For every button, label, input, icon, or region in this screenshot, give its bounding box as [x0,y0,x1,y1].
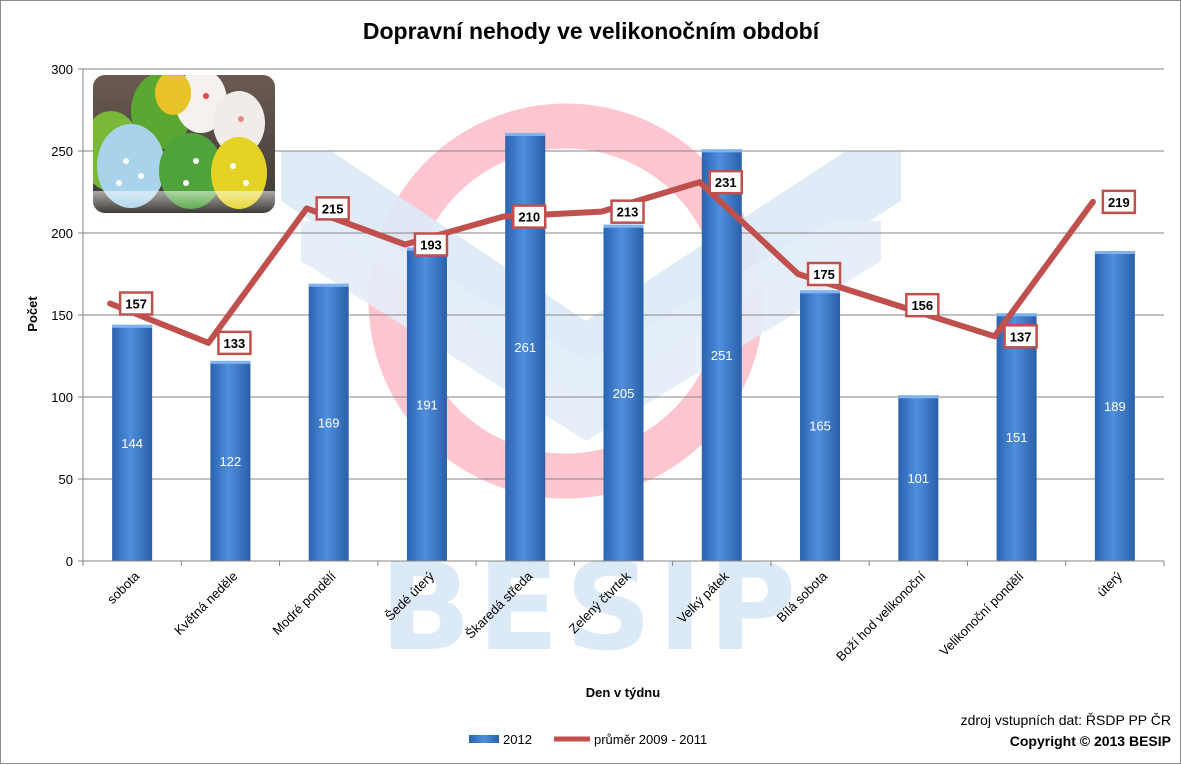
y-tick-label: 50 [59,472,73,487]
bar-value-label: 151 [1006,430,1028,445]
line-data-labels: 157 133 215 193 210 213 231 175 156 137 219 [118,169,1137,356]
x-tick-label: Květná neděle [171,569,240,638]
bar [406,247,447,561]
line-value-label: 133 [224,336,246,351]
y-tick-label: 100 [51,390,73,405]
line-label-box [413,232,449,257]
line-value-label: 137 [1010,329,1032,344]
line-value-label: 219 [1108,195,1130,210]
bar [210,360,251,561]
bar-data-labels: 144 122 169 191 261 205 251 165 101 151 189 [121,340,1125,486]
line-label-box [315,196,350,221]
bar-top-highlight [701,149,742,153]
y-axis-title: Počet [25,296,40,332]
bar [996,313,1037,561]
watermark-text: BESIP [380,539,802,678]
y-tick-label: 0 [66,554,73,569]
watermark-blue-chevron [281,151,901,401]
line-label-box [806,261,842,287]
x-tick-label: sobota [104,568,143,607]
bar-value-label: 261 [514,340,536,355]
y-axis-ticks: 0 50 100 150 200 250 300 [51,62,84,569]
line-value-label: 193 [420,237,442,252]
line-label-box [708,169,744,195]
line-value-label: 215 [322,201,344,216]
line-label-box [1003,324,1038,349]
y-tick-label: 300 [51,62,73,77]
legend: 2012 průměr 2009 - 2011 [469,732,707,747]
bar-top-highlight [996,313,1037,317]
bar-value-label: 101 [907,471,929,486]
bar-top-highlight [800,290,841,294]
bar-top-highlight [898,395,939,399]
y-tick-label: 150 [51,308,73,323]
line-value-label: 210 [518,210,540,225]
line-label-box [610,199,645,224]
line-label-box [217,330,252,356]
easter-eggs-photo [93,75,275,213]
x-tick-label: Velikonoční pondělí [936,568,1027,659]
bar [112,324,153,561]
bar [800,290,841,561]
line-value-label: 175 [813,267,835,282]
bar-top-highlight [1094,251,1135,255]
x-tick-label: Modré pondělí [269,568,339,638]
line-label-box [905,292,940,318]
line-label-box [118,291,154,316]
bar [1094,251,1135,562]
legend-bar-swatch [469,735,499,743]
chart-title: Dopravní nehody ve velikonočním období [363,18,821,44]
line-value-label: 231 [715,175,737,190]
y-tick-label: 200 [51,226,73,241]
y-tick-label: 250 [51,144,73,159]
bar-value-label: 122 [220,454,242,469]
bar-value-label: 165 [809,419,831,434]
bar [505,132,546,561]
bar-value-label: 169 [318,415,340,430]
x-tick-label: úterý [1094,568,1125,599]
x-axis-title: Den v týdnu [586,685,660,700]
bar-value-label: 144 [121,436,143,451]
x-tick-label: Boží hod velikonoční [833,568,929,664]
copyright-note: Copyright © 2013 BESIP [1010,733,1171,749]
line-label-box [511,204,547,229]
bar-top-highlight [505,132,546,136]
line-label-box [1101,189,1137,215]
bar-top-highlight [112,324,153,328]
bar-top-highlight [210,360,251,364]
bar-value-label: 189 [1104,399,1126,414]
bar-value-label: 251 [711,348,733,363]
line-value-label: 157 [125,297,147,312]
legend-line-label: průměr 2009 - 2011 [594,732,707,747]
bar-value-label: 205 [613,386,635,401]
bar [308,283,349,561]
bar-series [112,132,1135,562]
line-value-label: 213 [617,205,639,220]
bar-top-highlight [308,283,349,287]
bar-value-label: 191 [416,397,438,412]
bar-top-highlight [603,224,644,228]
bar [603,224,644,562]
legend-bar-label: 2012 [503,732,532,747]
line-value-label: 156 [911,298,933,313]
source-note: zdroj vstupních dat: ŘSDP PP ČR [961,712,1171,728]
bar [898,395,939,561]
